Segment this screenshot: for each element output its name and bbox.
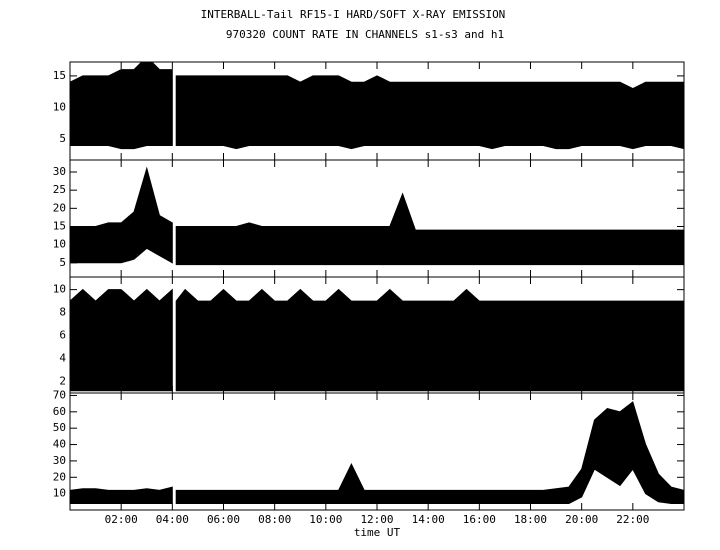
- x-tick-label: 12:00: [360, 513, 393, 526]
- y-tick-label: 60: [53, 405, 66, 418]
- x-tick-label: 02:00: [105, 513, 138, 526]
- y-tick-label: 6: [59, 329, 66, 342]
- x-tick-label: 10:00: [309, 513, 342, 526]
- count-rate-band: [70, 486, 173, 504]
- count-rate-band: [70, 62, 173, 150]
- y-tick-label: 30: [53, 165, 66, 178]
- x-tick-label: 20:00: [565, 513, 598, 526]
- chart-subtitle: 970320 COUNT RATE IN CHANNELS s1-s3 and …: [226, 28, 504, 41]
- y-tick-label: 10: [53, 101, 66, 114]
- y-tick-label: 10: [53, 238, 66, 251]
- y-tick-label: 20: [53, 201, 66, 214]
- y-tick-label: 15: [53, 219, 66, 232]
- y-tick-label: 10: [53, 283, 66, 296]
- count-rate-band: [175, 288, 684, 392]
- x-tick-label: 04:00: [156, 513, 189, 526]
- x-axis-label: time UT: [354, 526, 401, 539]
- y-tick-label: 5: [59, 132, 66, 145]
- y-tick-label: 15: [53, 69, 66, 82]
- y-tick-label: 40: [53, 438, 66, 451]
- y-tick-label: 70: [53, 388, 66, 401]
- count-rate-band: [70, 288, 173, 392]
- y-tick-label: 50: [53, 421, 66, 434]
- count-rate-band: [70, 166, 173, 264]
- count-rate-band: [175, 401, 684, 504]
- y-tick-label: 30: [53, 454, 66, 467]
- y-tick-label: 2: [59, 375, 66, 388]
- y-tick-label: 5: [59, 256, 66, 269]
- y-tick-label: 4: [59, 352, 66, 365]
- count-rate-band: [175, 75, 684, 150]
- y-tick-label: 8: [59, 306, 66, 319]
- chart-title: INTERBALL-Tail RF15-I HARD/SOFT X-RAY EM…: [201, 8, 506, 21]
- x-tick-label: 14:00: [412, 513, 445, 526]
- y-tick-label: 10: [53, 487, 66, 500]
- x-tick-label: 18:00: [514, 513, 547, 526]
- x-tick-label: 16:00: [463, 513, 496, 526]
- x-tick-label: 22:00: [616, 513, 649, 526]
- count-rate-band: [175, 192, 684, 266]
- y-tick-label: 25: [53, 183, 66, 196]
- x-tick-label: 08:00: [258, 513, 291, 526]
- x-tick-label: 06:00: [207, 513, 240, 526]
- y-tick-label: 20: [53, 470, 66, 483]
